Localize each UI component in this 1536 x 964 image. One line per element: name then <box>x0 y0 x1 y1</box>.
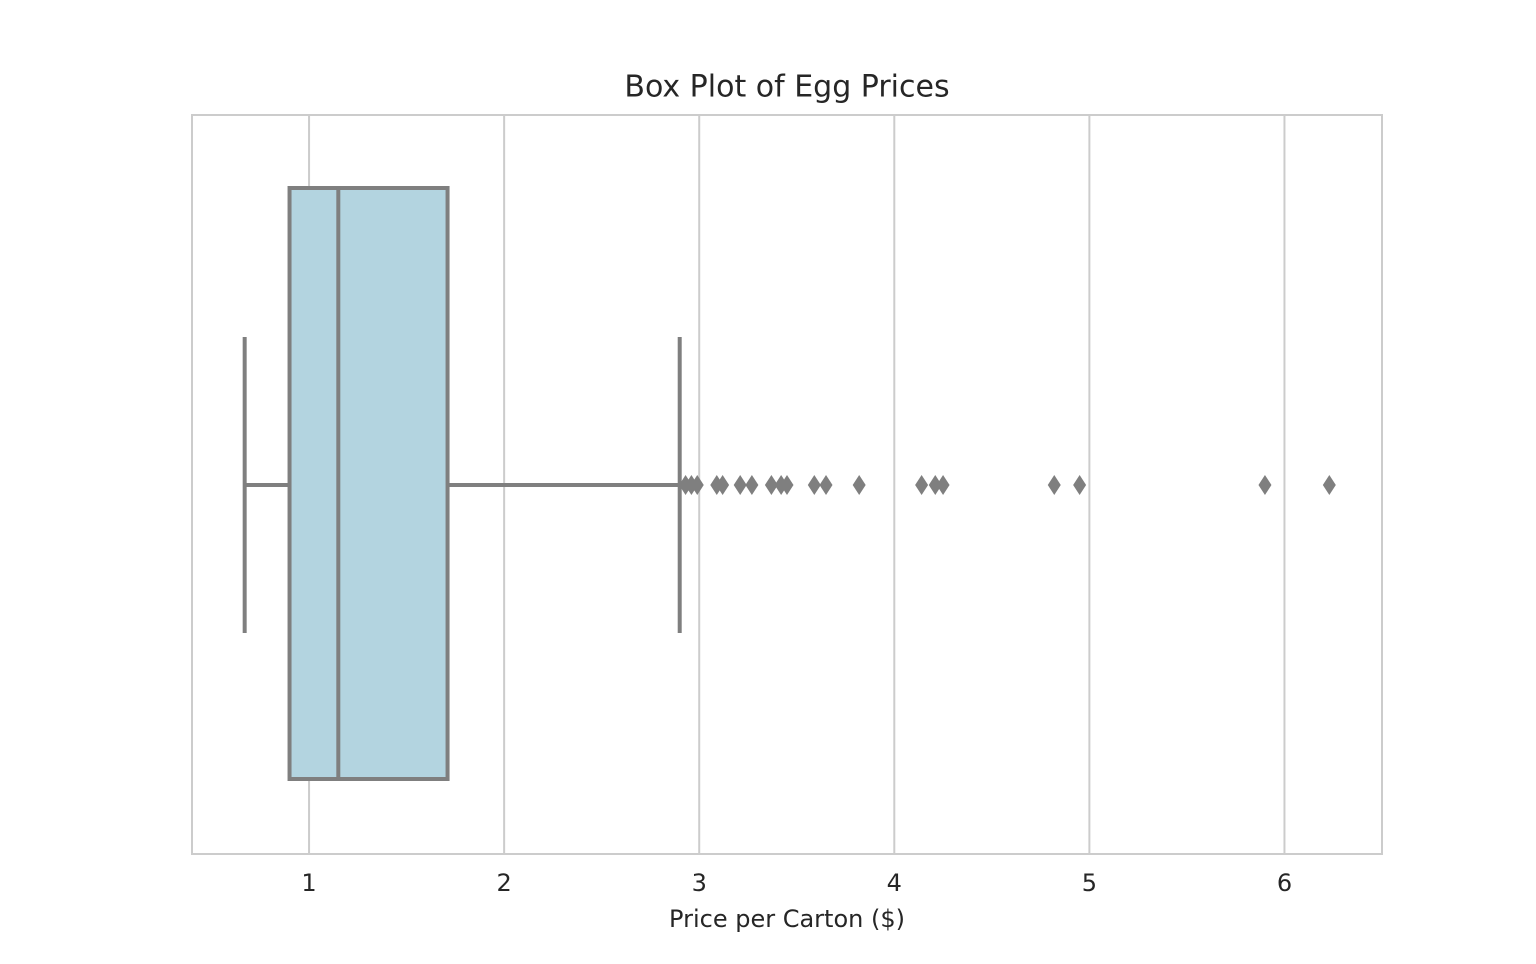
x-tick-label: 5 <box>1082 869 1097 897</box>
outlier <box>936 475 950 495</box>
outlier <box>733 475 747 495</box>
x-tick-label: 2 <box>496 869 511 897</box>
outlier <box>1322 475 1336 495</box>
x-tick-label: 4 <box>887 869 902 897</box>
outlier <box>716 475 730 495</box>
outlier <box>1073 475 1087 495</box>
outlier <box>764 475 778 495</box>
outlier <box>928 475 942 495</box>
outlier <box>1047 475 1061 495</box>
outlier <box>852 475 866 495</box>
outlier <box>807 475 821 495</box>
outlier <box>745 475 759 495</box>
outlier <box>819 475 833 495</box>
box <box>287 186 450 781</box>
outlier <box>780 475 794 495</box>
outlier <box>690 475 704 495</box>
outlier <box>915 475 929 495</box>
x-tick-label: 1 <box>301 869 316 897</box>
chart-title: Box Plot of Egg Prices <box>624 70 949 105</box>
plot-frame <box>191 114 1383 855</box>
x-tick-label: 3 <box>692 869 707 897</box>
outlier <box>1258 475 1272 495</box>
x-tick-label: 6 <box>1277 869 1292 897</box>
x-axis-label: Price per Carton ($) <box>669 905 905 933</box>
